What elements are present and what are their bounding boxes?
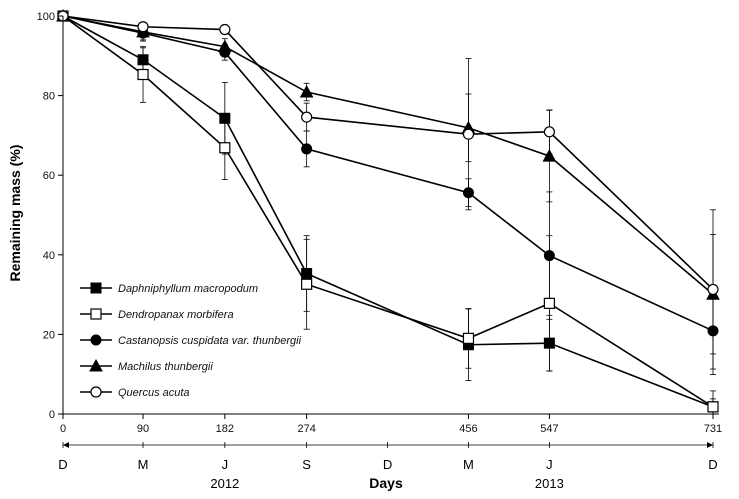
series-line-filled-triangle — [62, 15, 714, 295]
month-label: M — [463, 457, 474, 472]
data-point-filled-triangle — [217, 39, 232, 53]
data-point-open-circle — [707, 283, 719, 296]
series-markers — [56, 8, 720, 413]
data-point-open-circle — [543, 126, 555, 138]
y-tick-label: 60 — [43, 170, 55, 182]
month-axis-arrow-right — [707, 442, 713, 448]
legend-label: Daphniphyllum macropodum — [118, 283, 258, 295]
x-tick-label: 90 — [137, 423, 149, 435]
legend-label: Castanopsis cuspidata var. thunbergii — [118, 335, 302, 347]
legend-marker-filled-triangle — [89, 358, 103, 372]
data-point-filled-circle — [462, 187, 474, 199]
x-axis-title: Days — [369, 475, 403, 491]
x-tick-label: 182 — [216, 423, 234, 435]
legend-marker-filled-circle — [90, 334, 102, 346]
month-label: J — [546, 457, 553, 472]
legend-label: Quercus acuta — [118, 387, 190, 399]
month-axis-arrow-left — [63, 442, 69, 448]
y-tick-label: 0 — [49, 409, 55, 421]
month-label: D — [708, 457, 717, 472]
legend-label: Dendropanax morbifera — [118, 309, 234, 321]
data-point-filled-circle — [543, 250, 555, 262]
legend-marker-open-square — [90, 308, 102, 320]
y-tick-label: 100 — [37, 11, 55, 23]
data-point-filled-square — [219, 112, 231, 124]
month-label: D — [58, 457, 67, 472]
series-line-open-circle — [62, 15, 714, 291]
data-point-open-circle — [219, 23, 231, 36]
month-label: D — [383, 457, 392, 472]
data-point-open-square — [137, 68, 149, 81]
y-tick-label: 80 — [43, 91, 55, 103]
data-point-open-circle — [137, 21, 149, 33]
legend: Daphniphyllum macropodum Dendropanax morb… — [80, 282, 302, 399]
axes: 0 20 40 60 80 100 0 90 182 274 456 547 731 D M J S D M J D 20… — [37, 11, 723, 491]
data-point-open-square — [462, 332, 475, 344]
legend-marker-open-circle — [90, 386, 102, 398]
month-label: J — [222, 457, 229, 472]
error-bars — [140, 22, 716, 415]
x-tick-label: 0 — [60, 423, 66, 435]
data-point-filled-square — [543, 337, 555, 349]
y-tick-label: 20 — [43, 329, 55, 341]
year-label: 2012 — [210, 476, 239, 491]
x-tick-label: 547 — [540, 423, 558, 435]
data-point-filled-circle — [301, 143, 313, 155]
data-point-open-square — [543, 297, 555, 309]
y-axis-title: Remaining mass (%) — [7, 145, 23, 282]
data-point-filled-triangle — [299, 84, 314, 98]
legend-marker-filled-square — [90, 282, 102, 294]
data-point-open-square — [301, 278, 313, 290]
x-tick-label: 456 — [459, 423, 477, 435]
data-point-open-square — [219, 142, 231, 154]
year-label: 2013 — [535, 476, 564, 491]
series-lines — [62, 15, 714, 408]
data-point-filled-circle — [707, 325, 719, 337]
month-label: M — [138, 457, 149, 472]
data-point-open-circle — [301, 111, 313, 123]
month-label: S — [302, 457, 311, 472]
x-tick-label: 274 — [297, 423, 315, 435]
data-point-open-square — [707, 401, 719, 413]
legend-label: Machilus thunbergii — [118, 361, 213, 373]
data-point-filled-square — [301, 268, 313, 280]
data-point-filled-triangle — [542, 149, 557, 162]
y-tick-label: 40 — [43, 250, 55, 262]
data-point-open-circle — [462, 128, 475, 140]
x-tick-label: 731 — [704, 423, 722, 435]
data-point-filled-square — [137, 54, 149, 66]
